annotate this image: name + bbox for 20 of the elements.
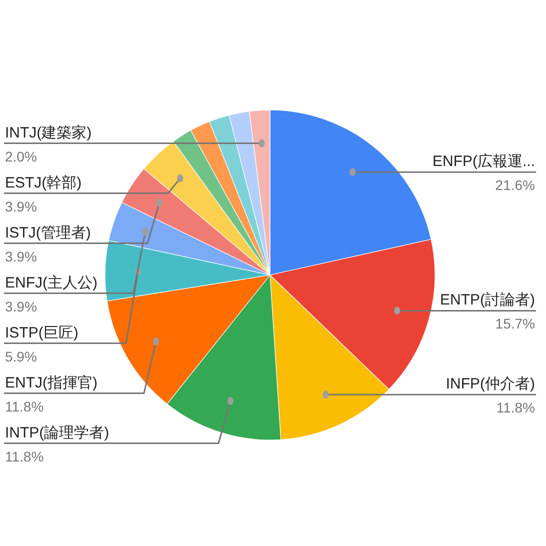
slice-label: ISTJ(管理者) — [5, 224, 91, 242]
data-label: 11.8% — [5, 398, 44, 414]
data-label: 2.0% — [5, 148, 37, 164]
data-label: 3.9% — [5, 198, 37, 214]
data-label: 11.8% — [5, 448, 44, 464]
data-label: 3.9% — [5, 248, 37, 264]
data-label: 11.8% — [496, 400, 535, 416]
data-label: 21.6% — [495, 177, 535, 194]
slice-label: ENTJ(指揮官) — [5, 374, 98, 392]
slice-label: INTP(論理学者) — [5, 424, 110, 442]
slice-label: ISTP(巨匠) — [5, 324, 78, 342]
data-label: 15.7% — [495, 316, 535, 332]
data-label: 3.9% — [5, 298, 37, 314]
data-label: 5.9% — [5, 348, 37, 364]
slice-label: INTJ(建築家) — [5, 124, 92, 142]
slice-label: ENTP(討論者) — [440, 292, 535, 309]
slice-label: INFP(仲介者) — [446, 376, 535, 393]
slice-label: ENFP(広報運... — [432, 153, 535, 170]
slice-label: ESTJ(幹部) — [5, 174, 82, 192]
slice-label: ENFJ(主人公) — [5, 274, 98, 292]
